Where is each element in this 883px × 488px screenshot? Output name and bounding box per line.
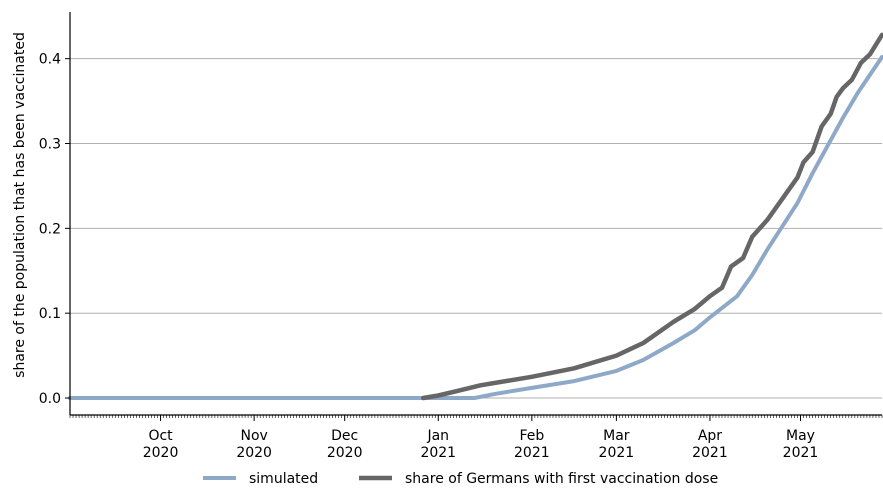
y-ticks: 0.0 0.1 0.2 0.3 0.4 <box>39 52 70 407</box>
x-tick-year: 2020 <box>236 445 272 461</box>
x-tick-year: 2021 <box>514 445 550 461</box>
x-tick-month: Feb <box>519 428 544 444</box>
x-tick-month: Nov <box>240 428 267 444</box>
x-tick-year: 2020 <box>143 445 179 461</box>
x-tick-year: 2021 <box>783 445 819 461</box>
series-group <box>68 32 883 401</box>
y-tick-label: 0.4 <box>39 52 61 68</box>
y-tick-label: 0.2 <box>39 221 61 237</box>
x-tick-year: 2021 <box>599 445 635 461</box>
x-tick-year: 2020 <box>327 445 363 461</box>
y-tick-label: 0.1 <box>39 306 61 322</box>
series-line-0 <box>68 55 883 400</box>
axes <box>69 12 882 416</box>
series-line-1 <box>420 32 883 401</box>
legend: simulated share of Germans with first vac… <box>203 471 718 487</box>
y-tick-label: 0.0 <box>39 391 61 407</box>
x-ticks: Oct2020Nov2020Dec2020Jan2021Feb2021Mar20… <box>69 415 883 461</box>
x-tick-month: Dec <box>331 428 358 444</box>
x-tick-month: Apr <box>698 428 722 444</box>
grid-lines <box>70 58 882 399</box>
legend-label-0: simulated <box>249 471 318 487</box>
x-tick-month: Jan <box>426 428 449 444</box>
x-tick-month: May <box>786 428 815 444</box>
x-tick-month: Oct <box>148 428 173 444</box>
legend-label-1: share of Germans with first vaccination … <box>405 471 718 487</box>
x-tick-month: Mar <box>603 428 630 444</box>
x-tick-year: 2021 <box>692 445 728 461</box>
y-tick-label: 0.3 <box>39 137 61 153</box>
x-tick-year: 2021 <box>420 445 456 461</box>
y-axis-label: share of the population that has been va… <box>12 32 28 378</box>
